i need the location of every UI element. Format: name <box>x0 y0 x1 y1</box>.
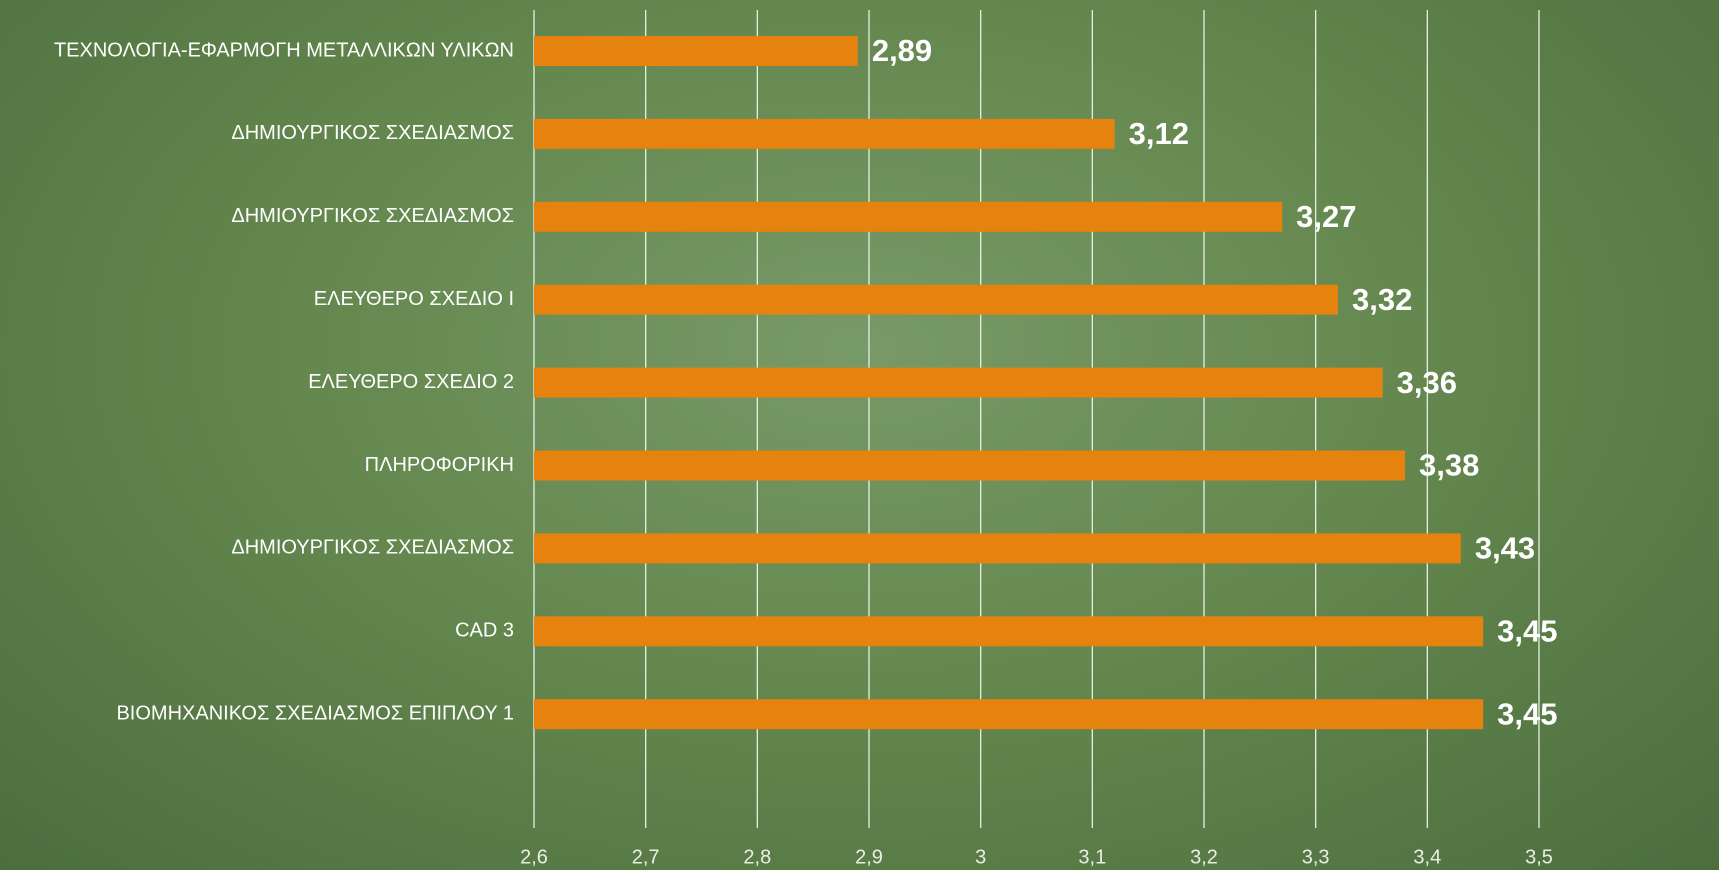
x-tick-label: 3,3 <box>1302 846 1330 868</box>
x-tick-label: 3 <box>975 846 986 868</box>
value-label: 3,38 <box>1419 448 1479 483</box>
y-tick-label: ΒΙΟΜΗΧΑΝΙΚΟΣ ΣΧΕΔΙΑΣΜΟΣ ΕΠΙΠΛΟΥ 1 <box>116 702 514 724</box>
y-tick-label: CAD 3 <box>455 620 514 642</box>
value-label: 3,27 <box>1296 199 1356 234</box>
value-label: 3,32 <box>1352 282 1412 317</box>
y-tick-label: ΔΗΜΙΟΥΡΓΙΚΟΣ ΣΧΕΔΙΑΣΜΟΣ <box>231 122 514 144</box>
bar <box>534 284 1338 315</box>
value-label: 3,45 <box>1497 696 1557 731</box>
value-label: 3,45 <box>1497 613 1557 648</box>
bar <box>534 533 1461 564</box>
bar <box>534 616 1484 647</box>
bar <box>534 367 1383 398</box>
x-tick-label: 2,7 <box>632 846 660 868</box>
bar <box>534 201 1283 232</box>
y-tick-label: ΠΛΗΡΟΦΟΡΙΚΗ <box>365 454 514 476</box>
bar <box>534 118 1115 149</box>
x-tick-label: 3,4 <box>1413 846 1441 868</box>
value-label: 3,12 <box>1129 116 1189 151</box>
x-tick-label: 3,2 <box>1190 846 1218 868</box>
bar <box>534 699 1484 730</box>
value-label: 3,36 <box>1397 365 1457 400</box>
x-tick-label: 3,1 <box>1078 846 1106 868</box>
x-tick-label: 2,6 <box>520 846 548 868</box>
bar <box>534 36 858 66</box>
value-label: 3,43 <box>1475 531 1535 566</box>
value-label: 2,89 <box>872 33 932 68</box>
x-tick-label: 2,8 <box>743 846 771 868</box>
y-tick-label: ΤΕΧΝΟΛΟΓΙΑ-ΕΦΑΡΜΟΓΗ ΜΕΤΑΛΛΙΚΩΝ ΥΛΙΚΩΝ <box>54 39 514 61</box>
y-tick-label: ΔΗΜΙΟΥΡΓΙΚΟΣ ΣΧΕΔΙΑΣΜΟΣ <box>231 537 514 559</box>
y-tick-label: ΕΛΕΥΘΕΡΟ ΣΧΕΔΙΟ Ι <box>314 288 514 310</box>
x-tick-label: 2,9 <box>855 846 883 868</box>
bar <box>534 450 1405 481</box>
y-tick-label: ΕΛΕΥΘΕΡΟ ΣΧΕΔΙΟ 2 <box>308 371 514 393</box>
y-tick-label: ΔΗΜΙΟΥΡΓΙΚΟΣ ΣΧΕΔΙΑΣΜΟΣ <box>231 205 514 227</box>
x-tick-label: 3,5 <box>1525 846 1553 868</box>
